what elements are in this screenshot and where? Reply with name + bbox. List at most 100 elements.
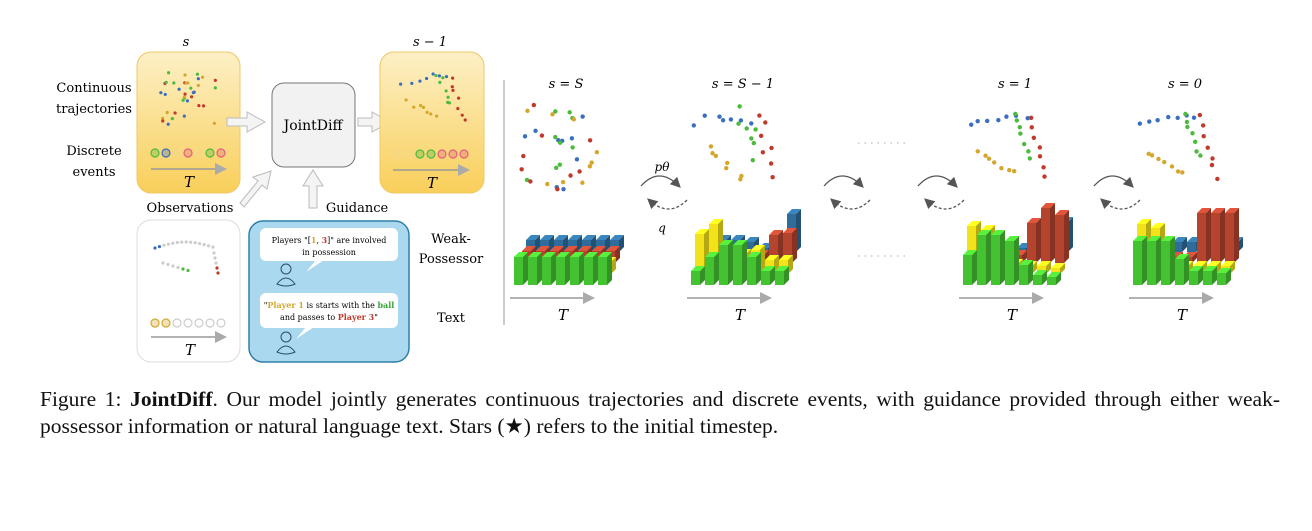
player-dot: [1028, 115, 1034, 121]
player-dot: [176, 265, 180, 270]
player-dot: [163, 92, 167, 97]
bar-front: [1005, 241, 1014, 285]
bar-side: [607, 252, 612, 285]
weak-possessor-line2: in possession: [302, 248, 356, 257]
bar-side: [1156, 236, 1161, 285]
forward-arrow: [917, 175, 958, 188]
bar-top: [542, 252, 556, 257]
caption-title: JointDiff: [130, 387, 213, 411]
player-dot: [996, 117, 1001, 123]
player-dot: [421, 105, 426, 109]
event-marker: [205, 318, 215, 328]
player-dot: [181, 267, 185, 271]
player-dot: [594, 149, 600, 155]
player-dot: [708, 144, 714, 149]
row-label-continuous-2: trajectories: [56, 102, 132, 117]
player-dot: [1147, 119, 1152, 124]
event-bar-chart: [514, 235, 624, 285]
player-dot: [212, 251, 216, 255]
player-dot: [758, 133, 764, 139]
player-dot: [569, 136, 575, 141]
bar-top: [747, 252, 761, 257]
bar-top: [1211, 208, 1225, 213]
player-dot: [444, 74, 449, 79]
bar-top: [1151, 223, 1165, 228]
bar-top: [556, 252, 570, 257]
player-dot: [159, 91, 163, 95]
step-label: s = S − 1: [712, 77, 774, 92]
event-marker: [183, 318, 193, 328]
player-dot: [577, 169, 582, 174]
player-dot: [570, 145, 575, 150]
bar-side: [535, 235, 540, 252]
player-dot: [750, 157, 755, 163]
bar-side: [1028, 260, 1033, 285]
player-dot: [1031, 135, 1037, 141]
bar-top: [526, 235, 540, 240]
player-dot: [431, 72, 435, 76]
bar-side: [593, 252, 598, 285]
player-dot: [215, 266, 219, 270]
bar-front: [1055, 215, 1064, 263]
bar-top: [522, 246, 536, 251]
player-dot: [1162, 159, 1167, 165]
bar-top: [1055, 210, 1069, 215]
player-dot: [189, 240, 193, 244]
bar-side: [591, 235, 596, 252]
player-dot: [166, 71, 171, 75]
player-dot: [1027, 156, 1032, 161]
trajectory-dots: [691, 104, 775, 182]
bar-top: [1175, 254, 1189, 259]
player-dot: [184, 81, 188, 85]
bar-side: [1050, 203, 1055, 263]
player-dot: [738, 118, 744, 123]
player-dot: [1180, 170, 1185, 175]
transition-arrows: pθ q: [640, 142, 1141, 257]
player-dot: [986, 156, 992, 161]
bar-top: [783, 228, 797, 233]
player-dot: [1191, 115, 1197, 120]
player-dot: [198, 241, 202, 246]
player-dot: [1017, 125, 1022, 130]
bar-side: [1064, 210, 1069, 263]
trajectory-dots-current: [159, 71, 217, 126]
trajectory-dots: [519, 102, 600, 192]
observed-trajectory-dots: [153, 240, 220, 275]
bar-top: [606, 246, 620, 251]
bar-top: [787, 209, 801, 214]
player-dot: [1149, 153, 1155, 158]
bar-top: [1193, 261, 1207, 266]
bar-top: [528, 252, 542, 257]
player-dot: [1194, 149, 1199, 154]
step-label: s = S: [549, 77, 584, 92]
row-label-continuous-1: Continuous: [56, 81, 131, 96]
player-dot: [528, 179, 533, 184]
bar-top: [1019, 260, 1033, 265]
diffusion-step: s = 0 T: [1129, 77, 1243, 324]
bar-top: [751, 245, 765, 250]
bar-top: [719, 240, 733, 245]
player-dot: [770, 174, 775, 180]
bar-side: [1216, 261, 1221, 274]
player-dot: [457, 96, 461, 100]
event-marker: [459, 149, 469, 159]
bar-top: [991, 230, 1005, 235]
player-dot: [725, 160, 730, 166]
player-dot: [1201, 134, 1206, 139]
bar-front: [528, 257, 537, 285]
player-dot: [196, 77, 200, 81]
player-dot: [166, 122, 170, 126]
step-label-next: s − 1: [413, 35, 447, 50]
bar-top: [963, 250, 977, 255]
player-dot: [736, 121, 741, 126]
step-label-current: s: [183, 35, 190, 50]
star-event-marker: [150, 318, 160, 328]
step-label: s = 0: [1168, 77, 1202, 92]
player-dot: [751, 140, 756, 146]
bar-front: [514, 257, 523, 285]
diffusion-step: s = 1 T: [959, 77, 1073, 324]
player-dot: [1137, 121, 1143, 126]
bar-side: [1212, 266, 1217, 285]
player-dot: [724, 165, 729, 171]
player-dot: [173, 111, 177, 115]
